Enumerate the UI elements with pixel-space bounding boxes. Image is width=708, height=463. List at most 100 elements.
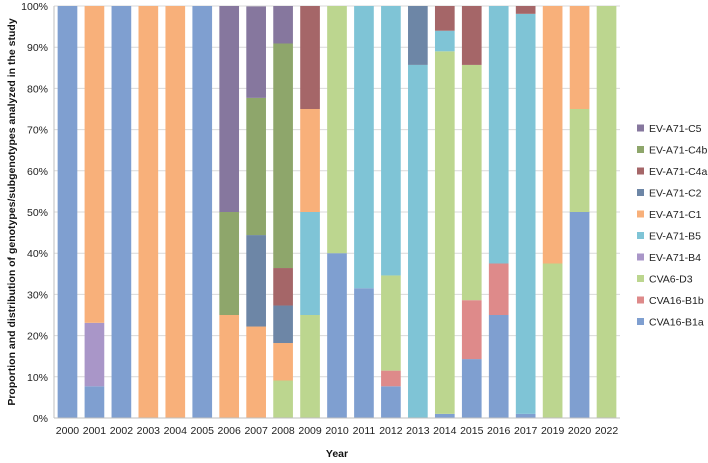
bar-segment-EV-A71-C4a-2017: [515, 6, 536, 14]
bar-segment-CVA16-B1a-2012: [381, 386, 401, 418]
y-tick-label: 40%: [27, 248, 48, 260]
bar-segment-EV-A71-B5-2016: [488, 6, 509, 264]
x-tick-label: 2002: [110, 425, 134, 437]
legend-swatch: [637, 253, 644, 261]
bar-segment-CVA6-D3-2020: [569, 109, 590, 212]
legend-swatch: [637, 318, 644, 325]
bar-segment-EV-A71-C1-2008: [273, 343, 293, 381]
y-tick-label: 80%: [27, 83, 48, 95]
bar-segment-EV-A71-C1-2006: [219, 315, 240, 418]
legend-label: EV-A71-C5: [649, 123, 702, 135]
bar-segment-CVA16-B1a-2010: [327, 253, 347, 418]
bar-segment-EV-A71-C4b-2008: [273, 43, 293, 269]
bar-segment-CVA16-B1a-2011: [354, 288, 374, 418]
bar-segment-EV-A71-C4b-2007: [246, 97, 266, 236]
y-tick-labels: 0% 10% 20% 30% 40% 50% 60% 70% 80% 90% 100%: [21, 1, 48, 425]
legend-item: EV-A71-C5: [637, 123, 702, 135]
bar-segment-EV-A71-C4a-2009: [300, 6, 320, 109]
bar-segment-CVA16-B1b-2016: [488, 263, 509, 315]
y-tick-label: 50%: [27, 207, 48, 219]
x-tick-label: 2013: [406, 425, 430, 437]
x-tick-label: 2020: [568, 425, 592, 437]
legend-label: EV-A71-B5: [649, 231, 701, 243]
bar-segment-CVA6-D3-2009: [300, 315, 320, 418]
bar-segment-CVA16-B1a-2015: [461, 359, 482, 418]
x-tick-label: 2015: [460, 425, 484, 437]
legend-item: EV-A71-B5: [637, 231, 701, 243]
legend-label: EV-A71-C4a: [649, 166, 708, 178]
legend: EV-A71-C5 EV-A71-C4b EV-A71-C4a EV-A71-C2 EV…: [637, 123, 708, 329]
x-tick-label: 2008: [271, 425, 295, 437]
legend-item: CVA6-D3: [637, 274, 693, 286]
bars: [57, 6, 617, 418]
x-tick-label: 2010: [325, 425, 349, 437]
legend-label: EV-A71-B4: [649, 252, 701, 264]
legend-item: EV-A71-B4: [637, 252, 701, 264]
bar-segment-CVA16-B1a-2001: [84, 386, 105, 418]
bar-segment-EV-A71-C4a-2008: [273, 268, 293, 306]
x-tick-label: 2022: [595, 425, 619, 437]
x-tick-label: 2014: [433, 425, 457, 437]
bar-segment-CVA6-D3-2010: [327, 6, 347, 254]
bar-segment-EV-A71-C2-2013: [408, 6, 428, 65]
bar-segment-EV-A71-C4a-2014: [434, 6, 455, 31]
legend-swatch: [637, 232, 644, 239]
bar-segment-EV-A71-C5-2006: [219, 6, 240, 212]
bar-segment-EV-A71-C1-2004: [165, 6, 186, 418]
bar-segment-CVA6-D3-2019: [542, 263, 563, 418]
bar-segment-CVA16-B1a-2000: [57, 6, 78, 418]
x-tick-label: 2004: [164, 425, 188, 437]
x-tick-label: 2016: [487, 425, 511, 437]
bar-segment-CVA16-B1a-2017: [515, 413, 536, 418]
x-tick-label: 2019: [541, 425, 565, 437]
bar-segment-CVA16-B1a-2016: [488, 315, 509, 418]
y-tick-label: 70%: [27, 125, 48, 137]
legend-item: CVA16-B1b: [637, 295, 704, 307]
bar-segment-EV-A71-B5-2014: [434, 30, 455, 52]
legend-item: EV-A71-C2: [637, 188, 702, 200]
y-tick-label: 100%: [21, 1, 48, 13]
bar-segment-EV-A71-B4-2001: [84, 322, 105, 387]
axes: [53, 6, 620, 419]
legend-label: CVA16-B1b: [649, 295, 704, 307]
bar-segment-EV-A71-C1-2009: [300, 109, 320, 212]
legend-swatch: [637, 167, 644, 175]
bar-segment-CVA6-D3-2008: [273, 380, 293, 418]
bar-segment-EV-A71-B5-2017: [515, 13, 536, 414]
x-tick-label: 2006: [218, 425, 242, 437]
x-tick-label: 2009: [298, 425, 322, 437]
x-tick-label: 2000: [56, 425, 80, 437]
bar-segment-EV-A71-B5-2012: [381, 6, 401, 276]
bar-segment-EV-A71-C4b-2006: [219, 212, 240, 315]
bar-segment-CVA16-B1a-2002: [111, 6, 132, 418]
x-axis-title: Year: [326, 448, 348, 460]
bar-segment-EV-A71-C2-2007: [246, 235, 266, 327]
bar-segment-EV-A71-C1-2007: [246, 326, 266, 418]
legend-item: EV-A71-C4a: [637, 166, 708, 178]
x-tick-label: 2017: [514, 425, 538, 437]
y-tick-label: 10%: [27, 372, 48, 384]
bar-segment-CVA6-D3-2022: [596, 6, 617, 418]
bar-segment-EV-A71-B5-2009: [300, 212, 320, 315]
x-tick-label: 2003: [137, 425, 161, 437]
x-tick-labels: 2000 2001 2002 2003 2004 2005 2006 2007 2008 2009…: [56, 425, 619, 437]
y-tick-label: 90%: [27, 42, 48, 54]
bar-segment-EV-A71-C4a-2015: [461, 6, 482, 65]
legend-swatch: [637, 275, 644, 282]
bar-segment-CVA16-B1b-2012: [381, 370, 401, 387]
legend-label: EV-A71-C2: [649, 188, 702, 200]
bar-segment-EV-A71-C1-2001: [84, 6, 105, 323]
legend-swatch: [637, 146, 644, 153]
legend-label: EV-A71-C1: [649, 209, 702, 221]
y-tick-label: 30%: [27, 289, 48, 301]
bar-segment-CVA6-D3-2015: [461, 64, 482, 301]
legend-item: EV-A71-C4b: [637, 145, 708, 157]
bar-segment-CVA16-B1a-2005: [192, 6, 213, 418]
legend-swatch: [637, 124, 644, 132]
bar-segment-EV-A71-C5-2008: [273, 6, 293, 44]
bar-segment-EV-A71-C1-2020: [569, 6, 590, 109]
y-tick-label: 20%: [27, 331, 48, 343]
bar-segment-EV-A71-C5-2007: [246, 6, 266, 98]
y-tick-label: 60%: [27, 166, 48, 178]
